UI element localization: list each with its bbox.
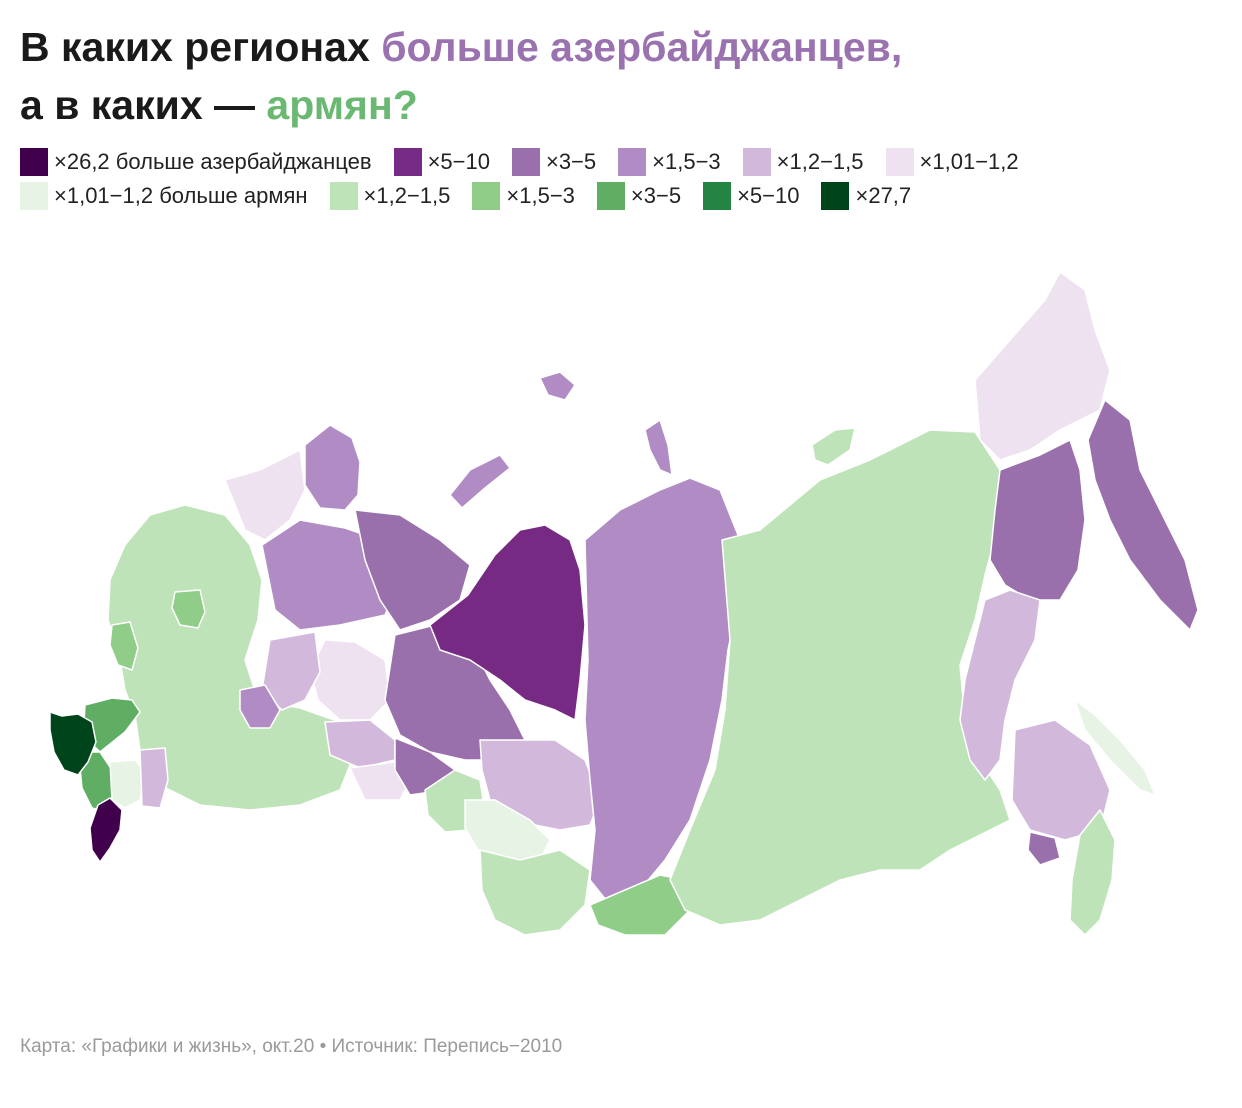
legend-swatch [618,148,647,176]
legend-label: ×1,2−1,5 [363,183,451,208]
map-region-komi [354,509,471,631]
title-azerbaijani-highlight: больше азербайджанцев, [381,24,903,70]
legend-swatch [511,148,540,176]
legend-item: ×3−5 [511,148,597,176]
map-region-murmansk [304,424,361,511]
map-title: В каких регионах больше азербайджанцев, … [20,18,1220,134]
legend-item: ×5−10 [393,148,490,176]
legend-item: ×1,5−3 [472,182,575,210]
legend-swatch [821,182,850,210]
title-armenian-highlight: армян? [266,82,418,128]
map-region-primorye [1069,809,1116,936]
map-region-new-siberian-islands [811,427,856,466]
legend-item: ×27,7 [821,182,911,210]
legend-swatch [742,148,771,176]
legend-label: ×3−5 [545,149,597,174]
legend-label: ×5−10 [427,149,490,174]
legend-swatch [472,182,501,210]
map-region-jewish-ao [1027,831,1061,866]
map-region-volga-light [309,639,391,721]
legend-swatch [703,182,732,210]
legend-swatch [596,182,625,210]
map-region-caucasus-pale [109,759,146,809]
map-region-taymyr-islands [644,419,673,476]
map-region-west-border [109,621,139,671]
map-region-east-siberia [669,429,1011,926]
legend-label: ×3−5 [630,183,682,208]
map-region-krasnoyarsk [584,477,741,906]
title-line2-prefix: а в каких — [20,82,267,128]
legend-item: ×1,2−1,5 [742,148,864,176]
map-region-orenburg [349,761,411,801]
legend-label: ×1,01−1,2 больше армян [54,183,308,208]
map-region-dagestan [89,797,123,863]
legend-swatch [20,182,48,210]
legend-item: ×1,2−1,5 [329,182,451,210]
legend-swatch [885,148,914,176]
legend-label: ×1,5−3 [652,149,721,174]
map-source-note: Карта: «Графики и жизнь», окт.20 • Источ… [20,1036,563,1057]
legend-label: ×1,01−1,2 [919,149,1019,174]
map-region-altai [479,849,591,936]
legend-item: ×1,5−3 [618,148,721,176]
map-region-karelia [224,449,306,541]
map-region-kamchatka [1087,399,1199,631]
legend-label: ×1,5−3 [506,183,575,208]
legend-label: ×5−10 [737,183,800,208]
russia-regions-map [49,271,1199,936]
map-region-krasnodar [49,711,97,776]
legend-swatch [393,148,422,176]
legend-item: ×26,2 больше азербайджанцев [20,148,372,176]
map-region-tatarstan [239,684,281,729]
legend-label: ×26,2 больше азербайджанцев [54,149,372,174]
legend-item: ×1,01−1,2 больше армян [20,182,308,210]
map-legend: ×26,2 больше азербайджанцев ×5−10 ×3−5 ×… [20,145,1230,213]
legend-label: ×27,7 [855,183,912,208]
legend-swatch [20,148,48,176]
legend-item: ×1,01−1,2 [885,148,1019,176]
legend-row-azerbaijani: ×26,2 больше азербайджанцев ×5−10 ×3−5 ×… [20,145,1230,179]
map-region-chukotka [974,271,1111,461]
map-region-novaya-zemlya [449,454,511,509]
legend-item: ×5−10 [703,182,799,210]
map-region-kalmykia [139,747,169,809]
map-region-franz-josef-land [539,371,576,401]
title-line1-prefix: В каких регионах [20,24,382,70]
map-region-moscow [171,589,206,629]
legend-swatch [329,182,358,210]
map-region-khabarovsk [959,589,1041,781]
map-region-magadan [989,439,1086,601]
map-region-sakhalin [1074,699,1156,796]
map-region-tomsk [479,739,601,831]
legend-label: ×1,2−1,5 [776,149,864,174]
legend-row-armenian: ×1,01−1,2 больше армян ×1,2−1,5 ×1,5−3 ×… [20,179,1230,213]
map-region-yamal-khmao [429,524,586,721]
legend-item: ×3−5 [596,182,682,210]
